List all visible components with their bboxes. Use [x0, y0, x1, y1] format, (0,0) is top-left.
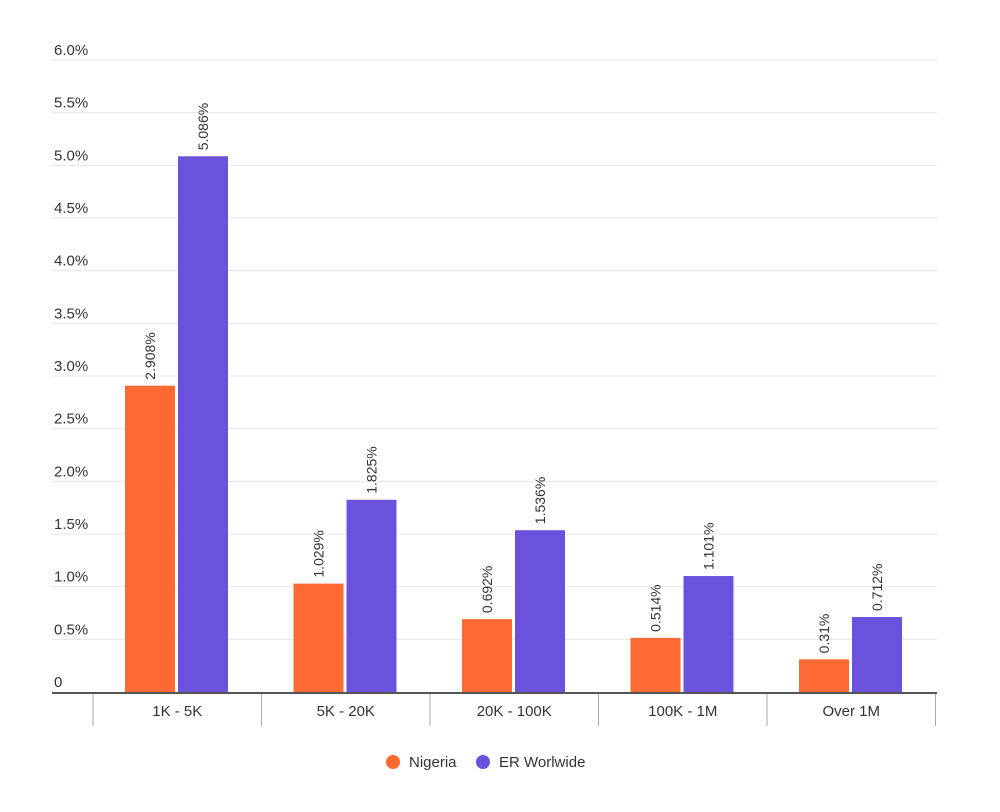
y-tick-label: 3.5% — [54, 305, 88, 322]
y-tick-label: 4.5% — [54, 200, 88, 217]
data-label: 1.536% — [532, 477, 548, 524]
bar-nigeria — [125, 385, 175, 692]
data-label: 0.514% — [648, 584, 664, 631]
legend: Nigeria ER Worlwide — [386, 754, 585, 771]
y-tick-label: 0.5% — [54, 621, 88, 638]
data-label: 1.101% — [701, 523, 717, 570]
bar-er-worldwide — [852, 617, 902, 692]
data-label: 1.029% — [311, 530, 327, 577]
y-tick-label: 5.5% — [54, 95, 88, 112]
y-tick-label: 1.0% — [54, 569, 88, 586]
bar-nigeria — [799, 659, 849, 692]
bar-nigeria — [630, 637, 681, 692]
x-tick-label: 20K - 100K — [477, 703, 552, 720]
x-axis: 1K - 5K 5K - 20K 20K - 100K 100K - 1M Over 1… — [52, 692, 937, 726]
legend-label: Nigeria — [409, 754, 457, 771]
y-tick-label: 5.0% — [54, 147, 88, 164]
y-tick-label: 4.0% — [54, 253, 88, 270]
data-label: 0.692% — [479, 566, 495, 613]
y-tick-label: 2.0% — [54, 463, 88, 480]
legend-label: ER Worlwide — [499, 754, 585, 771]
bar-er-worldwide — [683, 576, 734, 692]
y-axis: 0 0.5% 1.0% 1.5% 2.0% 2.5% 3.0% 3.5% 4.0% 4.5% 5.0… — [54, 42, 88, 691]
y-tick-label: 0 — [54, 674, 62, 691]
bars: 2.908% 1.029% 0.692% 0.514% 0.31% 5.086% 1.825… — [125, 103, 902, 693]
data-label: 1.825% — [364, 446, 380, 493]
y-tick-label: 2.5% — [54, 411, 88, 428]
legend-marker — [386, 755, 400, 769]
data-label: 0.712% — [869, 564, 885, 611]
y-tick-label: 6.0% — [54, 42, 88, 59]
x-tick-label: 5K - 20K — [317, 703, 375, 720]
bar-er-worldwide — [346, 499, 397, 692]
data-label: 5.086% — [195, 103, 211, 150]
bar-er-worldwide — [515, 530, 565, 692]
bar-nigeria — [462, 619, 512, 692]
x-tick-label: 1K - 5K — [152, 703, 202, 720]
x-tick-label: Over 1M — [822, 703, 880, 720]
data-label: 0.31% — [816, 614, 832, 654]
legend-marker — [476, 755, 490, 769]
data-label: 2.908% — [142, 332, 158, 379]
bar-er-worldwide — [178, 156, 228, 693]
y-tick-label: 1.5% — [54, 516, 88, 533]
bar-nigeria — [293, 583, 344, 692]
x-tick-label: 100K - 1M — [648, 703, 717, 720]
y-tick-label: 3.0% — [54, 358, 88, 375]
